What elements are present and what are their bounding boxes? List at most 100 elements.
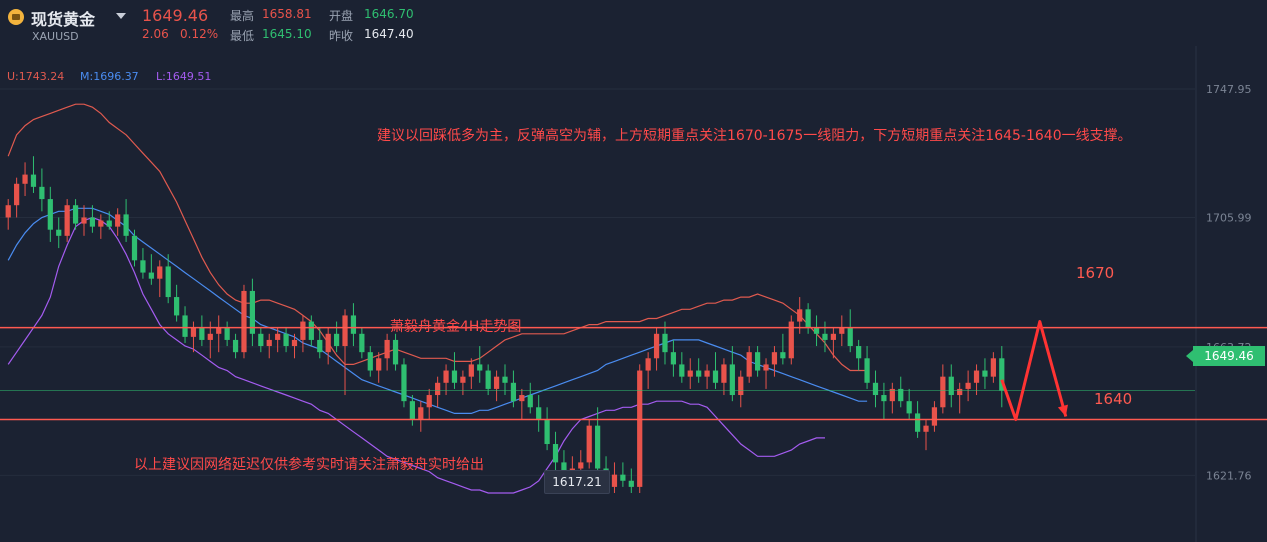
candle-body [14, 183, 20, 206]
candle [157, 260, 163, 298]
candle [300, 315, 306, 353]
candle-body [805, 309, 811, 328]
candle [485, 364, 491, 396]
candle [190, 321, 197, 353]
candle-body [266, 339, 272, 347]
candle-body [948, 376, 954, 396]
candle [224, 321, 230, 347]
candle-body [662, 333, 668, 353]
candle-body [586, 425, 592, 463]
candle-body [477, 364, 483, 371]
candle-body [392, 339, 399, 365]
candle [982, 358, 988, 389]
candle-body [418, 407, 424, 420]
candle [451, 352, 458, 389]
upper-band-line [7, 103, 868, 372]
open-value: 1646.70 [364, 7, 414, 21]
symbol-code: XAUUSD [32, 30, 79, 43]
candle-body [131, 235, 138, 261]
candle-body [864, 358, 870, 383]
candle-body [249, 290, 256, 334]
candle [788, 315, 794, 365]
candle [216, 315, 222, 353]
candle-body [999, 358, 1005, 391]
candle-body [460, 376, 466, 383]
candle [30, 156, 37, 193]
candle [881, 382, 887, 420]
candle-body [872, 382, 879, 396]
candle-body [931, 407, 938, 426]
candle [738, 370, 744, 408]
candle [131, 229, 138, 267]
candle-body [923, 425, 929, 432]
candle [637, 364, 643, 494]
candle-body [308, 321, 314, 340]
candle-body [174, 297, 180, 316]
candles [5, 156, 1005, 494]
candle-body [721, 364, 727, 383]
candle [350, 303, 357, 347]
candle-body [620, 474, 626, 481]
prev-close-label: 昨收 [329, 29, 354, 43]
candle-body [451, 370, 458, 383]
candle [72, 199, 79, 230]
candle [291, 333, 298, 359]
candle [182, 306, 188, 343]
candle [771, 346, 778, 377]
candle-body [965, 382, 971, 389]
candle [502, 364, 508, 396]
level-lines [0, 326, 1267, 421]
candle-body [384, 339, 390, 359]
candle-body [687, 370, 693, 377]
high-value: 1658.81 [262, 7, 312, 21]
candle [923, 419, 929, 451]
lower-band-line [7, 216, 825, 494]
candle-body [56, 229, 62, 236]
candle [283, 327, 289, 353]
candle-body [106, 220, 112, 227]
candle [39, 168, 45, 212]
candle [89, 205, 96, 233]
candle-body [839, 327, 845, 334]
chevron-down-icon[interactable] [116, 13, 126, 19]
candle [493, 370, 500, 402]
candle-body [435, 382, 441, 396]
candle-body [763, 364, 769, 371]
candle-body [98, 220, 104, 227]
candle-body [847, 327, 853, 347]
level-1640-label: 1640 [1094, 390, 1133, 408]
candle [56, 217, 62, 249]
candle-body [637, 370, 643, 487]
candle [611, 462, 618, 494]
candle-body [199, 327, 205, 340]
candle [653, 327, 660, 371]
candle-body [628, 480, 634, 487]
candle-body [300, 321, 306, 340]
candle [308, 315, 314, 347]
low-price-tag: 1617.21 [544, 470, 610, 494]
symbol-name[interactable]: 现货黄金 [31, 10, 96, 29]
candle [342, 309, 348, 396]
candle-body [830, 333, 836, 340]
chart-title-annotation: 萧毅舟黄金4H走势图 [390, 319, 522, 335]
candle [174, 284, 180, 322]
candle [460, 370, 466, 396]
lower-band-value: L:1649.51 [156, 70, 212, 83]
candle [552, 431, 559, 475]
candle [906, 388, 912, 420]
candle-body [359, 333, 365, 353]
candle [670, 339, 677, 377]
candle-body [426, 395, 432, 408]
level-1670-label: 1670 [1076, 264, 1115, 282]
candle [258, 327, 264, 353]
candle-body [401, 364, 407, 402]
candle-body [190, 327, 197, 337]
candle-body [333, 333, 340, 347]
candle-body [771, 352, 778, 365]
candle [805, 303, 811, 334]
candle-body [788, 321, 794, 359]
candle [872, 370, 879, 408]
candle-body [536, 407, 542, 420]
